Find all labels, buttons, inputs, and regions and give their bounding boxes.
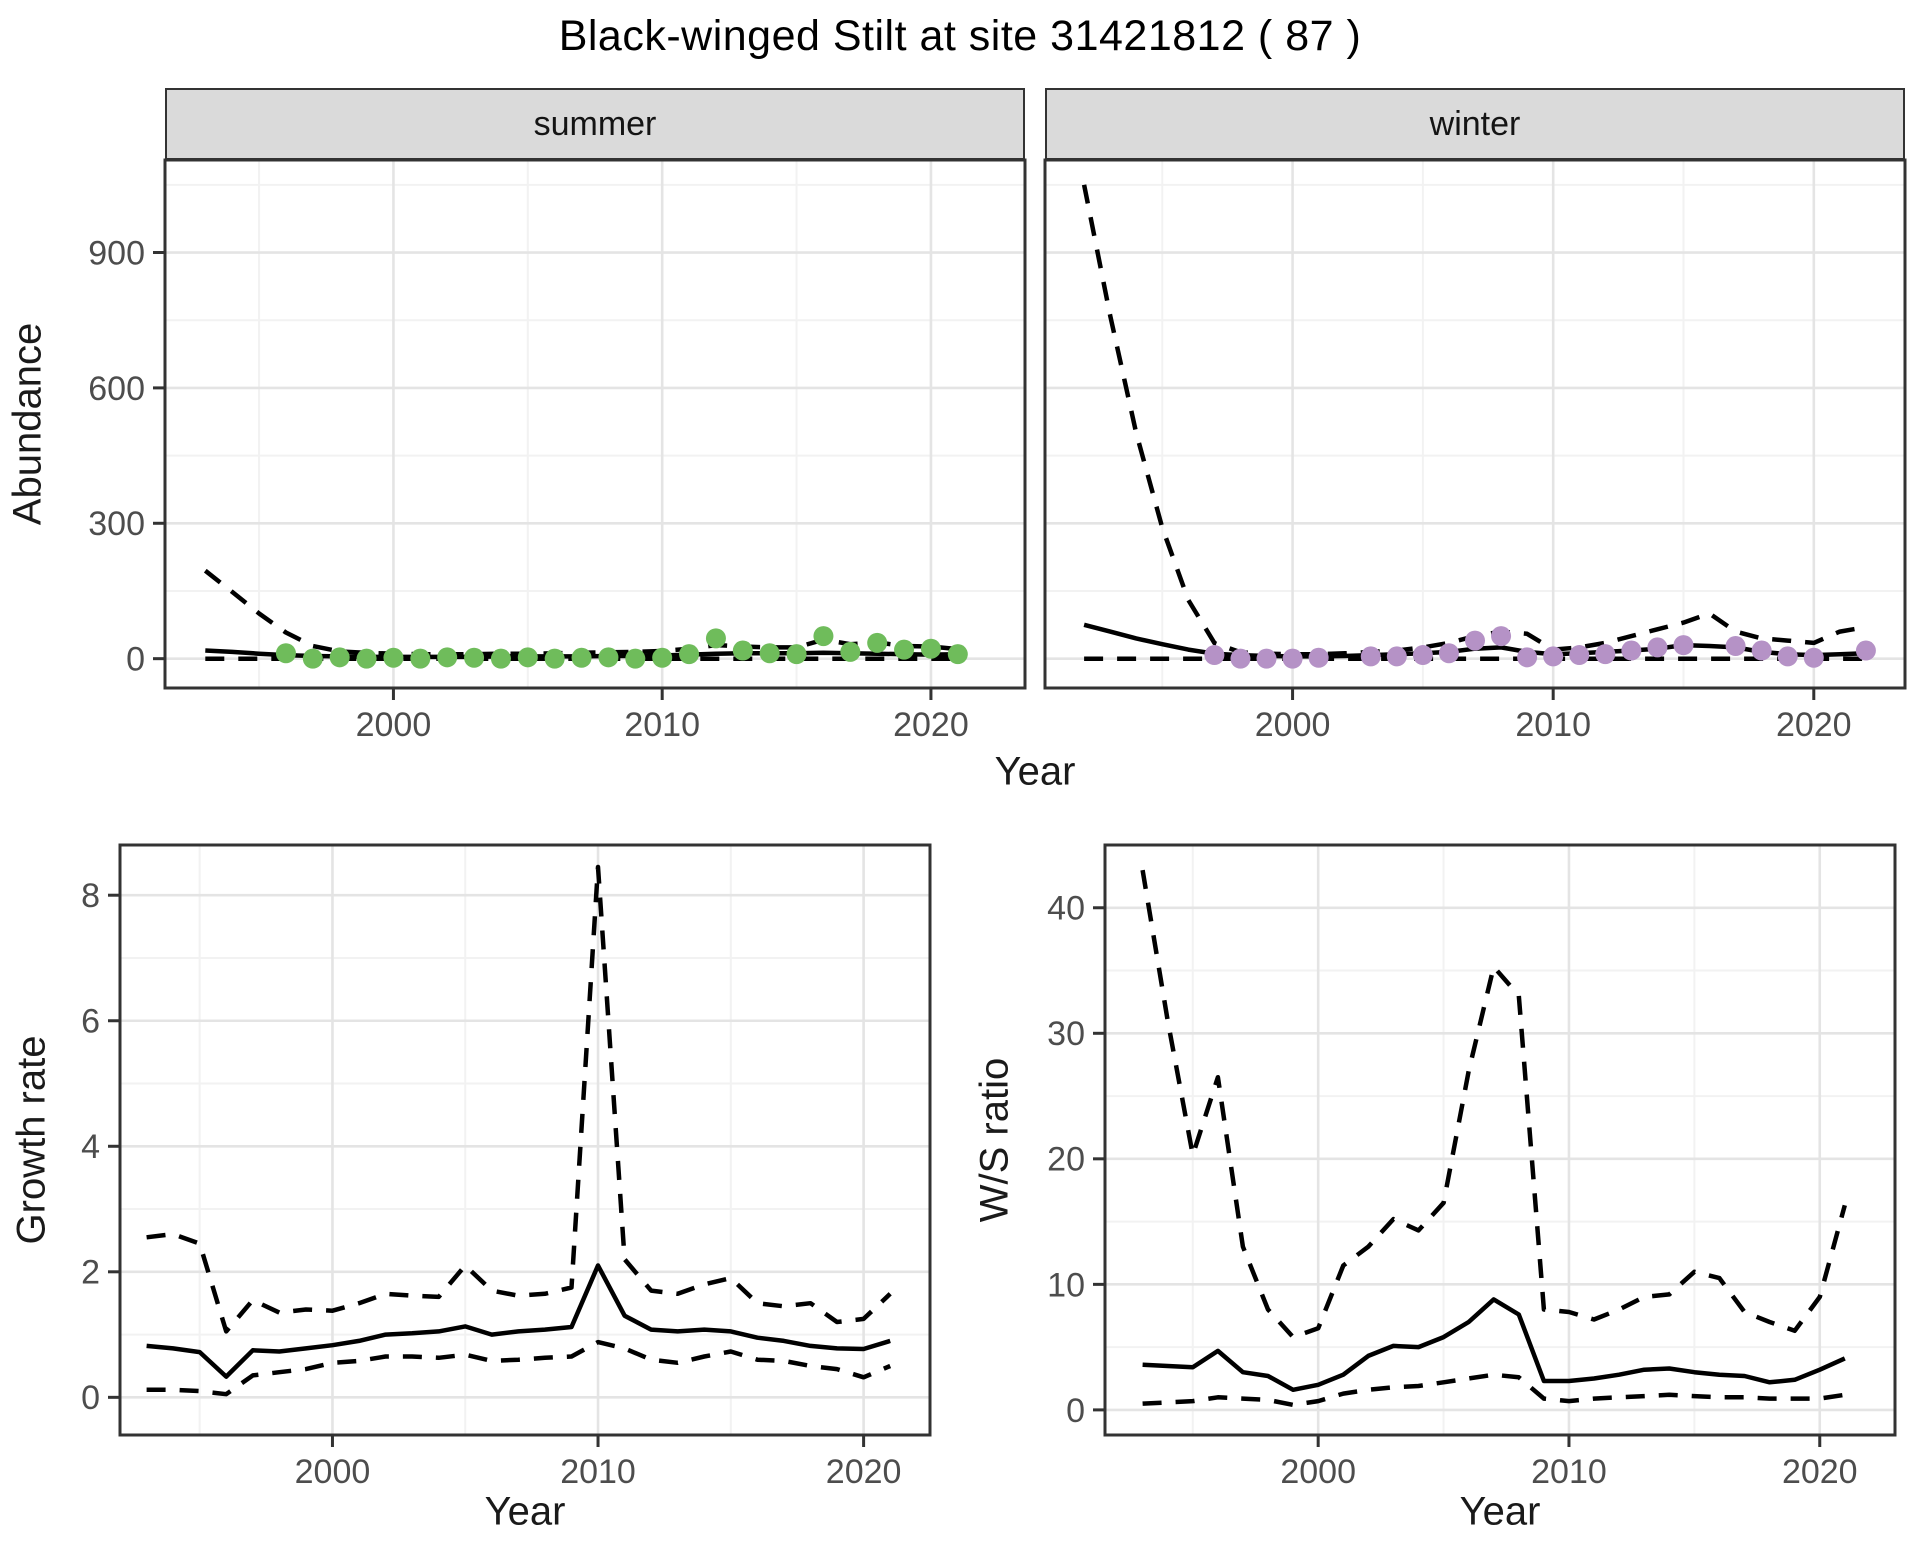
svg-text:2: 2 xyxy=(81,1254,100,1292)
svg-text:2000: 2000 xyxy=(356,706,432,744)
summer-abundance-chart: 2000 2010 2020 0 300 600 900 xyxy=(88,158,1027,744)
svg-text:2020: 2020 xyxy=(1782,1453,1858,1491)
svg-text:8: 8 xyxy=(81,877,100,915)
ws-ratio-chart: 2000 2010 2020 0 10 20 30 40 xyxy=(1047,843,1897,1491)
svg-text:6: 6 xyxy=(81,1003,100,1041)
svg-text:0: 0 xyxy=(126,641,145,679)
svg-text:40: 40 xyxy=(1047,890,1085,928)
svg-text:2010: 2010 xyxy=(1515,706,1591,744)
svg-text:0: 0 xyxy=(1066,1392,1085,1430)
svg-text:2020: 2020 xyxy=(1776,706,1852,744)
svg-text:900: 900 xyxy=(88,234,145,272)
page-title: Black-winged Stilt at site 31421812 ( 87… xyxy=(558,12,1362,60)
ws-ratio-axis-title: W/S ratio xyxy=(972,1057,1017,1223)
ws-year-axis-title: Year xyxy=(1459,1489,1541,1534)
svg-text:20: 20 xyxy=(1047,1141,1085,1179)
svg-text:2010: 2010 xyxy=(1531,1453,1607,1491)
svg-text:30: 30 xyxy=(1047,1015,1085,1053)
facet-strip-winter: winter xyxy=(1045,88,1905,160)
winter-abundance-chart: 2000 2010 2020 xyxy=(1043,158,1907,744)
svg-text:2000: 2000 xyxy=(295,1453,371,1491)
svg-text:2010: 2010 xyxy=(624,706,700,744)
abundance-axis-title: Abundance xyxy=(5,322,50,526)
svg-text:2020: 2020 xyxy=(826,1453,902,1491)
facet-strip-summer: summer xyxy=(165,88,1025,160)
svg-text:0: 0 xyxy=(81,1379,100,1417)
facet-strip-summer-label: summer xyxy=(533,104,657,143)
svg-text:300: 300 xyxy=(88,505,145,543)
svg-text:2020: 2020 xyxy=(893,706,969,744)
svg-text:4: 4 xyxy=(81,1128,100,1166)
growth-year-axis-title: Year xyxy=(484,1489,566,1534)
svg-text:2000: 2000 xyxy=(1280,1453,1356,1491)
svg-text:2010: 2010 xyxy=(560,1453,636,1491)
svg-text:600: 600 xyxy=(88,370,145,408)
facet-strip-winter-label: winter xyxy=(1429,104,1521,143)
svg-text:2000: 2000 xyxy=(1255,706,1331,744)
growth-rate-chart: 2000 2010 2020 0 2 4 6 8 xyxy=(81,843,932,1491)
svg-text:10: 10 xyxy=(1047,1266,1085,1304)
top-year-axis-title: Year xyxy=(994,749,1076,794)
